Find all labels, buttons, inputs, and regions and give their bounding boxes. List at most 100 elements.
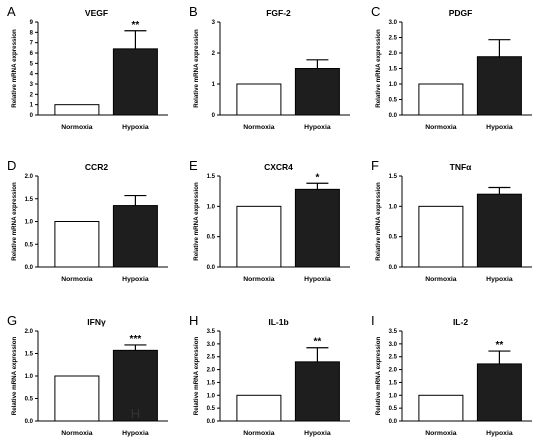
y-tick-label: 1 <box>30 103 34 109</box>
y-tick-label: 1.5 <box>207 174 216 180</box>
y-axis-label: Relative mRNA expression <box>11 182 18 261</box>
y-tick-label: 0.5 <box>389 98 398 104</box>
y-tick-label: 1.5 <box>25 352 34 358</box>
y-tick-label: 3.0 <box>389 342 398 348</box>
category-label: Hypoxia <box>304 430 331 437</box>
y-tick-label: 0.5 <box>25 242 34 248</box>
panel-letter: F <box>371 158 379 173</box>
significance-marker: ** <box>132 20 140 31</box>
category-label: Hypoxia <box>122 276 149 283</box>
y-tick-label: 9 <box>30 20 34 26</box>
y-axis-label: Relative mRNA expression <box>375 182 382 261</box>
y-tick-label: 0.0 <box>207 419 216 425</box>
chart-panel-f: F TNFα Relative mRNA expression 0.0 0.5 1.0 1.… <box>371 158 532 283</box>
chart-title: CCR2 <box>85 162 108 172</box>
y-tick-label: 0.5 <box>25 397 34 403</box>
y-tick-label: 2 <box>212 51 216 57</box>
panel-letter: I <box>371 313 375 328</box>
y-tick-label: 4 <box>30 72 34 78</box>
bar-normoxia <box>418 83 464 116</box>
bar-annotation: H <box>131 406 140 421</box>
category-label: Normoxia <box>243 430 275 437</box>
panel-letter: A <box>7 4 16 19</box>
chart-panel-i: I IL-2 Relative mRNA expression 0.0 0.5 1.0 1.… <box>371 313 532 437</box>
y-tick-label: 2 <box>30 92 34 98</box>
chart-title: IL-2 <box>453 317 468 327</box>
chart-title: IL-1b <box>268 317 288 327</box>
chart-panel-a: A VEGF Relative mRNA expression 0 1 2 3 4 5 6 7 8 9 N… <box>7 4 168 131</box>
y-tick-label: 5 <box>30 61 34 67</box>
bar-hypoxia <box>112 205 158 268</box>
category-label: Normoxia <box>61 430 93 437</box>
bar-normoxia <box>54 104 100 116</box>
y-axis-label: Relative mRNA expression <box>375 29 382 108</box>
category-label: Normoxia <box>425 430 457 437</box>
chart-title: PDGF <box>449 8 473 18</box>
y-axis-label: Relative mRNA expression <box>11 29 18 108</box>
category-label: Normoxia <box>61 276 93 283</box>
category-label: Hypoxia <box>122 430 149 437</box>
y-tick-label: 1.0 <box>207 393 216 399</box>
y-tick-label: 2.0 <box>389 51 398 57</box>
bar-normoxia <box>236 205 282 268</box>
significance-marker: * <box>315 172 319 183</box>
y-tick-label: 1.0 <box>389 393 398 399</box>
bar-hypoxia <box>294 68 340 116</box>
panel-letter: E <box>189 158 198 173</box>
significance-marker: ** <box>314 337 322 348</box>
y-tick-label: 0.0 <box>25 419 34 425</box>
y-tick-label: 1.0 <box>25 374 34 380</box>
y-tick-label: 0.5 <box>389 235 398 241</box>
y-tick-label: 0.5 <box>207 235 216 241</box>
category-label: Normoxia <box>425 276 457 283</box>
y-tick-label: 2.5 <box>207 355 216 361</box>
y-tick-label: 0.0 <box>25 265 34 271</box>
y-tick-label: 0.0 <box>389 113 398 119</box>
panel-letter: B <box>189 4 198 19</box>
y-tick-label: 2.5 <box>389 355 398 361</box>
y-tick-label: 0 <box>30 113 34 119</box>
y-tick-label: 1.0 <box>389 82 398 88</box>
bar-hypoxia <box>476 193 522 268</box>
chart-panel-h: H IL-1b Relative mRNA expression 0.0 0.5 1.0 1… <box>189 313 350 437</box>
y-tick-label: 0.5 <box>207 406 216 412</box>
y-tick-label: 0.0 <box>207 265 216 271</box>
chart-panel-c: C PDGF Relative mRNA expression 0.0 0.5 1.0 1.… <box>371 4 532 131</box>
category-label: Hypoxia <box>304 124 331 131</box>
y-tick-label: 1.5 <box>25 197 34 203</box>
significance-marker: ** <box>496 340 504 351</box>
category-label: Normoxia <box>61 124 93 131</box>
bar-hypoxia <box>294 188 340 268</box>
y-tick-label: 0.0 <box>389 419 398 425</box>
chart-panel-d: D CCR2 Relative mRNA expression 0.0 0.5 1.0 1.… <box>7 158 168 283</box>
category-label: Normoxia <box>243 124 275 131</box>
chart-title: IFNγ <box>87 317 106 327</box>
panel-letter: G <box>7 313 17 328</box>
y-tick-label: 0.5 <box>389 406 398 412</box>
panel-letter: C <box>371 4 380 19</box>
y-tick-label: 1.0 <box>389 204 398 210</box>
y-axis-label: Relative mRNA expression <box>193 29 200 108</box>
y-tick-label: 3 <box>212 20 216 26</box>
bar-hypoxia <box>112 48 158 116</box>
y-tick-label: 8 <box>30 30 34 36</box>
y-tick-label: 3.5 <box>207 329 216 335</box>
category-label: Hypoxia <box>486 430 513 437</box>
y-tick-label: 1.5 <box>207 380 216 386</box>
bar-normoxia <box>236 394 282 422</box>
y-tick-label: 2.0 <box>389 368 398 374</box>
category-label: Normoxia <box>425 124 457 131</box>
category-label: Hypoxia <box>486 276 513 283</box>
y-tick-label: 6 <box>30 51 34 57</box>
y-tick-label: 2.0 <box>25 329 34 335</box>
y-tick-label: 0 <box>212 113 216 119</box>
bar-hypoxia <box>294 361 340 422</box>
chart-panel-e: E CXCR4 Relative mRNA expression 0.0 0.5 1.0 1… <box>189 158 350 283</box>
chart-panel-g: G IFNγ Relative mRNA expression 0.0 0.5 1.0 1.… <box>7 313 168 437</box>
y-tick-label: 1.5 <box>389 380 398 386</box>
bar-hypoxia <box>476 56 522 116</box>
y-tick-label: 3.0 <box>207 342 216 348</box>
y-tick-label: 1.0 <box>207 204 216 210</box>
y-tick-label: 1.5 <box>389 174 398 180</box>
